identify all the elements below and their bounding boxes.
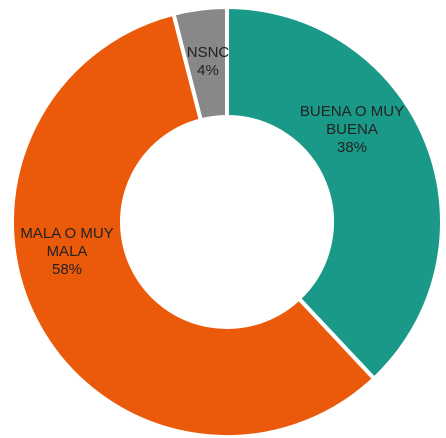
slice bbox=[10, 11, 378, 438]
category-label: MALA O MUY MALA bbox=[20, 225, 114, 260]
category-label: NSNC bbox=[186, 44, 230, 61]
slice bbox=[225, 4, 444, 382]
slice-label: BUENA O MUY BUENA 38% bbox=[290, 103, 414, 157]
value-label: 4% bbox=[197, 62, 219, 79]
slice-label: MALA O MUY MALA 58% bbox=[5, 225, 129, 279]
value-label: 38% bbox=[336, 139, 368, 156]
slice-label: NSNC 4% bbox=[146, 44, 270, 80]
slice bbox=[171, 4, 229, 123]
value-label: 58% bbox=[51, 261, 83, 278]
category-label: BUENA O MUY BUENA bbox=[299, 103, 405, 138]
